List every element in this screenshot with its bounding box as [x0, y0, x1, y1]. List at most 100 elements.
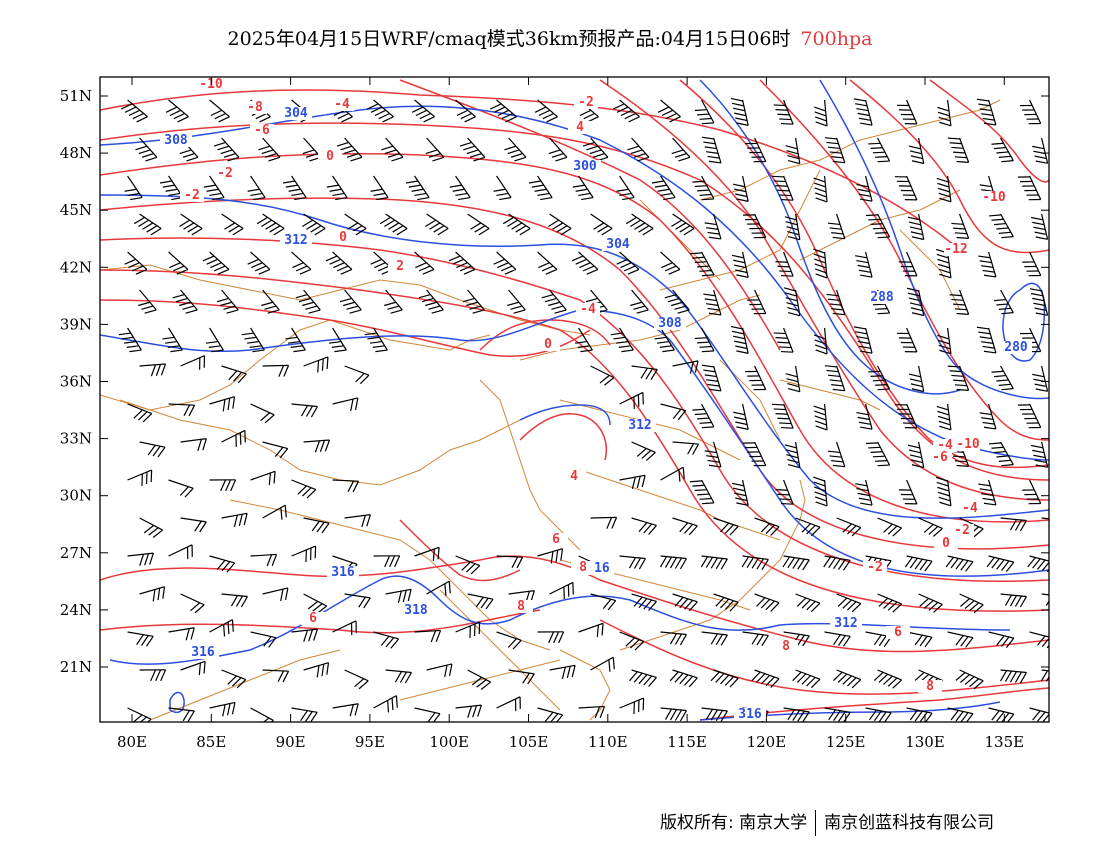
wind-barb-flag [497, 109, 510, 117]
wind-barb-flag [908, 297, 921, 302]
wind-barb-flag [548, 301, 561, 307]
wind-barb [949, 289, 970, 315]
wind-barb-flag [842, 635, 851, 647]
wind-barb-flag [152, 445, 161, 457]
wind-barb-flag [145, 156, 158, 162]
wind-barb [250, 470, 276, 486]
wind-barb-shaft [291, 628, 318, 633]
wind-barb-shaft [373, 175, 389, 198]
wind-barb-flag [630, 149, 643, 155]
wind-barb-flag [700, 556, 709, 568]
wind-barb-flag [761, 635, 769, 646]
wind-barb-flag [335, 196, 348, 201]
wind-barb-flag [1032, 297, 1045, 302]
wind-barb-flag [183, 404, 191, 416]
wind-barb-flag [810, 526, 821, 537]
wind-barb-flag [846, 677, 857, 687]
wind-barb [896, 99, 918, 125]
wind-barb [771, 175, 794, 201]
wind-barb-flag [475, 596, 484, 608]
wind-barb-flag [955, 672, 966, 681]
height-label-bg [280, 107, 312, 120]
temp-label: 2 [396, 259, 404, 274]
wind-barb-flag [689, 361, 694, 374]
wind-barb [291, 479, 317, 499]
temp-label: 6 [894, 625, 902, 640]
wind-barb-flag [674, 305, 687, 310]
wind-barb [135, 137, 158, 162]
wind-barb-flag [914, 634, 923, 646]
wind-barb-flag [813, 334, 826, 340]
wind-barb-flag [832, 236, 845, 240]
wind-barb-flag [636, 447, 647, 457]
wind-barb-flag [555, 156, 568, 162]
wind-barb-flag [231, 619, 234, 632]
wind-barb-shaft [959, 517, 984, 530]
wind-barb-flag [474, 225, 486, 233]
wind-barb-flag [949, 370, 962, 373]
wind-barb-flag [295, 265, 308, 272]
wind-barb-flag [964, 600, 975, 610]
wind-barb [250, 631, 277, 648]
wind-barb-flag [203, 184, 216, 188]
wind-barb-flag [285, 336, 298, 340]
wind-barb-shaft [262, 289, 280, 311]
wind-barb-flag [699, 497, 712, 500]
wind-barb [672, 360, 699, 374]
wind-barb [373, 555, 401, 568]
wind-barb-flag [198, 662, 201, 676]
wind-barb-shaft [864, 175, 873, 202]
wind-barb-flag [906, 287, 919, 292]
wind-barb-flag [135, 268, 148, 275]
wind-barb-flag [956, 464, 969, 467]
wind-barb-shaft [906, 707, 933, 714]
wind-barb-shaft [1041, 669, 1049, 674]
wind-barb-flag [923, 599, 934, 609]
wind-barb-flag [697, 417, 710, 420]
wind-barb-shaft [741, 479, 749, 506]
wind-barb-flag [733, 335, 746, 340]
wind-barb-flag [785, 145, 798, 150]
wind-barb-flag [432, 156, 445, 162]
wind-barb [180, 355, 206, 370]
wind-barb-flag [629, 639, 640, 649]
wind-barb-shaft [864, 479, 873, 506]
wind-barb-flag [501, 112, 513, 120]
wind-barb-flag [860, 122, 873, 126]
wind-barb-flag [185, 309, 198, 314]
wind-barb-flag [703, 293, 716, 297]
wind-barb-flag [1033, 302, 1046, 307]
wind-barb-flag [960, 712, 969, 722]
wind-barb-flag [182, 710, 190, 722]
temp-label-bg [180, 189, 204, 202]
wind-barb-shaft [836, 213, 846, 239]
wind-barb-flag [388, 222, 400, 230]
wind-barb-flag [824, 365, 837, 368]
wind-barb-flag [780, 198, 794, 201]
wind-barb [783, 707, 810, 722]
wind-barb-flag [1035, 236, 1048, 240]
wind-barb-flag [730, 97, 743, 102]
wind-barb-flag [628, 557, 637, 569]
wind-barb-flag [954, 384, 967, 387]
temp-label-bg [944, 243, 968, 256]
wind-barb-flag [1024, 113, 1037, 116]
wind-barb-flag [456, 109, 469, 117]
wind-barb-flag [815, 197, 828, 203]
wind-barb-flag [873, 671, 884, 681]
wind-barb-flag [924, 636, 933, 648]
wind-barb [978, 251, 997, 278]
wind-barb-flag [302, 301, 315, 307]
wind-barb-flag [511, 556, 519, 568]
wind-barb-flag [745, 370, 758, 373]
wind-barb-shaft [332, 175, 348, 198]
wind-barb-flag [300, 405, 309, 417]
wind-barb-flag [773, 180, 786, 183]
wind-barb-shaft [590, 593, 616, 602]
wind-barb-flag [187, 225, 199, 233]
wind-barb-shaft [590, 137, 609, 158]
wind-barb-flag [979, 184, 992, 188]
wind-barb-shaft [303, 593, 327, 607]
wind-barb-flag [902, 498, 915, 500]
wind-barb [700, 555, 728, 570]
